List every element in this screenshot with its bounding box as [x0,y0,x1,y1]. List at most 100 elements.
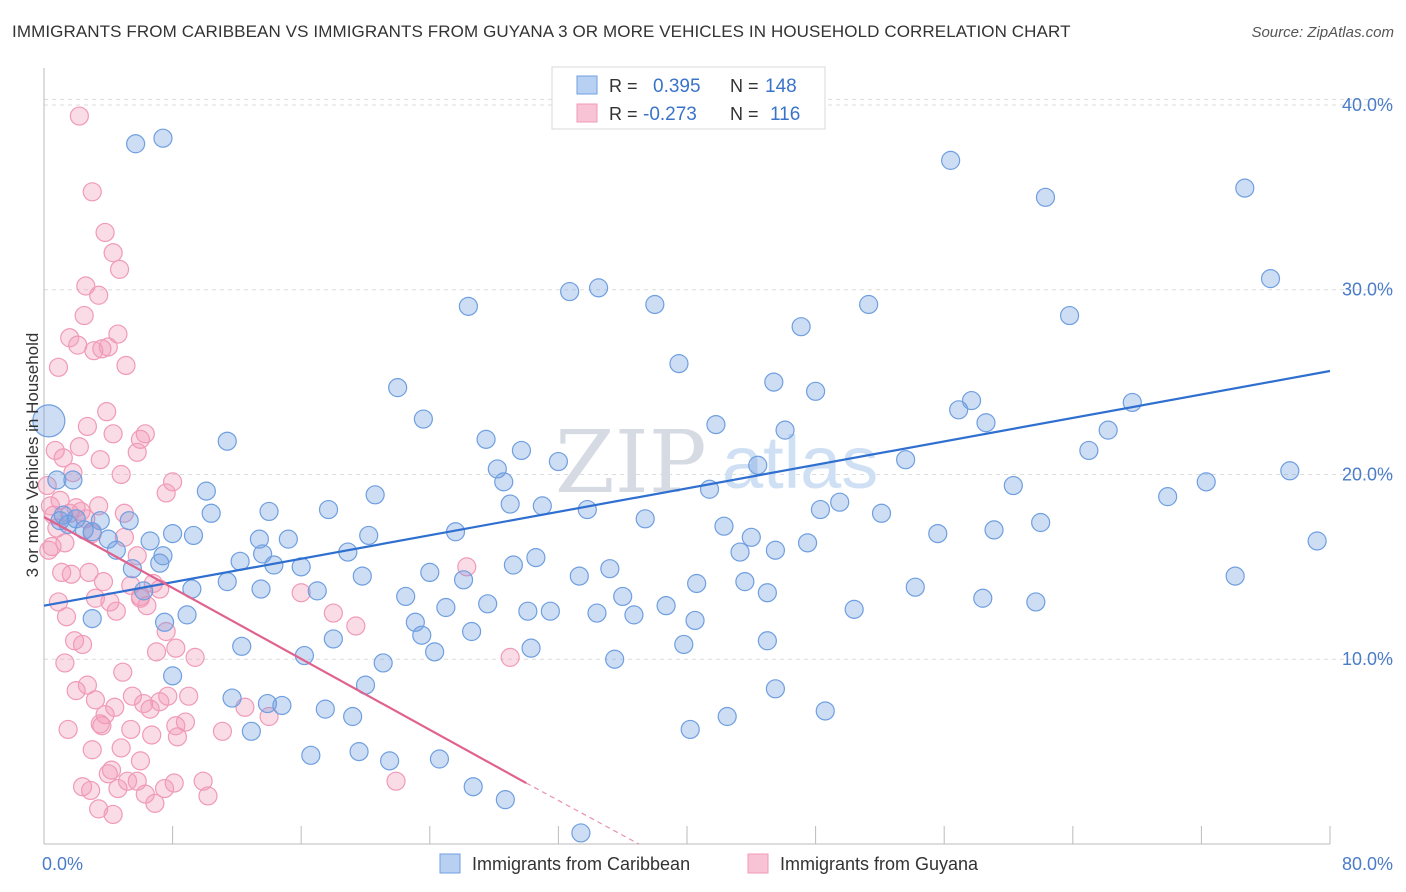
legend-n-label-1: N = [730,76,759,96]
guyana-point-51 [82,182,102,202]
guyana-point-90 [90,714,110,734]
y-tick-label-1: 20.0% [1342,464,1393,484]
caribbean-point-86 [815,701,835,721]
caribbean-point-139 [241,721,261,741]
caribbean-point-130 [232,636,252,656]
caribbean-point-62 [600,559,620,579]
caribbean-point-63 [605,649,625,669]
guyana-point-82 [164,773,184,793]
caribbean-point-17 [154,612,175,632]
caribbean-point-24 [249,529,270,549]
caribbean-point-70 [680,719,700,740]
caribbean-point-26 [259,501,279,522]
series-guyana-points [37,106,520,825]
caribbean-point-44 [425,642,445,662]
caribbean-point-32 [307,581,327,601]
caribbean-point-129 [521,638,541,658]
caribbean-point-110 [1280,461,1300,481]
guyana-point-85 [101,760,122,780]
guyana-point-93 [167,727,188,747]
y-tick-label-3: 40.0% [1342,95,1393,115]
caribbean-point-40 [396,586,416,607]
caribbean-point-87 [830,492,850,512]
legend-swatch-pink [576,103,598,123]
chart-title: IMMIGRANTS FROM CARIBBEAN VS IMMIGRANTS … [12,22,1071,41]
caribbean-point-37 [359,525,379,546]
caribbean-point-106 [1158,487,1178,507]
guyana-point-68 [158,686,178,706]
caribbean-point-118 [1235,178,1255,198]
guyana-point-36 [90,450,110,470]
caribbean-point-90 [871,503,892,523]
y-tick-labels: 10.0% 20.0% 30.0% 40.0% [1342,95,1393,669]
legend-r-value-1: 0.395 [653,76,701,97]
guyana-point-35 [77,416,98,437]
guyana-point-95 [198,786,218,806]
guyana-point-77 [117,771,138,791]
guyana-point-64 [122,686,143,706]
caribbean-point-141 [257,693,278,714]
guyana-point-49 [116,355,136,376]
caribbean-point-51 [494,472,514,492]
caribbean-point-113 [153,128,173,148]
caribbean-point-108 [1225,566,1245,586]
guyana-point-8 [52,562,72,583]
caribbean-point-45 [436,597,456,618]
guyana-point-70 [175,712,196,732]
guyana-point-81 [154,778,175,799]
guyana-point-45 [84,341,104,361]
caribbean-point-137 [153,546,173,566]
caribbean-point-4 [66,509,86,529]
guyana-point-62 [105,697,125,717]
caribbean-point-107 [1196,472,1216,492]
caribbean-point-133 [343,706,363,727]
caribbean-point-78 [741,527,761,547]
caribbean-point-56 [532,496,552,516]
trend-line-guyana [43,516,527,784]
caribbean-point-38 [373,653,393,673]
guyana-point-7 [42,536,62,557]
guyana-point-115 [163,472,183,492]
caribbean-point-97 [973,588,993,608]
caribbean-point-147 [463,777,483,797]
caribbean-point-120 [560,281,580,302]
series-legend-guyana: Immigrants from Guyana [780,854,979,874]
caribbean-point-85 [810,499,831,520]
caribbean-point-150 [495,790,515,810]
caribbean-point-64 [613,586,633,607]
caribbean-point-92 [905,577,925,597]
legend-r-value-2: -0.273 [643,104,697,125]
legend-r-label-1: R = [609,76,638,96]
caribbean-point-6 [82,522,102,542]
caribbean-point-21 [217,431,237,451]
legend-n-value-1: 148 [765,76,797,97]
caribbean-point-132 [365,485,385,505]
caribbean-point-10 [98,529,118,549]
caribbean-point-77 [735,572,755,592]
guyana-point-74 [89,799,109,819]
guyana-point-71 [179,686,199,706]
watermark-zip: ZIP [555,413,707,513]
guyana-point-61 [95,705,115,725]
trend-line-caribbean [43,369,1331,607]
caribbean-point-11 [119,511,139,531]
caribbean-point-143 [272,695,292,716]
caribbean-point-76 [730,542,750,562]
guyana-point-89 [140,699,160,719]
guyana-point-53 [95,222,115,243]
guyana-point-105 [166,638,186,658]
caribbean-point-102 [1059,305,1080,326]
series-legend-caribbean: Immigrants from Caribbean [472,854,690,874]
correlation-legend: R = 0.395 N = 148 R = -0.273 N = 116 [551,66,826,130]
caribbean-point-98 [984,520,1004,540]
caribbean-point-123 [413,409,433,429]
guyana-point-86 [111,738,131,758]
caribbean-point-18 [163,523,183,544]
guyana-point-39 [111,464,131,485]
caribbean-point-61 [587,603,607,623]
guyana-point-32 [53,448,73,468]
caribbean-point-112 [126,134,146,154]
guyana-point-102 [386,771,406,791]
guyana-point-50 [76,276,96,296]
guyana-point-55 [109,259,130,279]
